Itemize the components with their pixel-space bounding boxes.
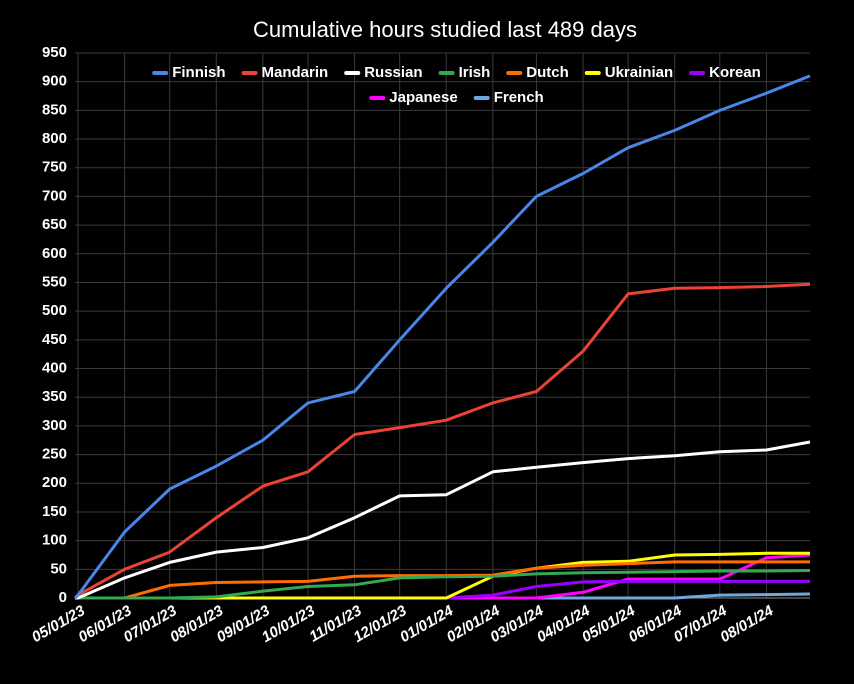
y-tick-label: 150 [42, 503, 67, 520]
legend-row: Japanese French [369, 89, 544, 106]
series-line [73, 74, 811, 600]
legend-row: Finnish Mandarin Russian Irish Dutch Ukrainia… [152, 64, 761, 81]
y-tick-label: 700 [42, 187, 67, 204]
y-tick-label: 100 [42, 532, 67, 549]
y-tick-label: 50 [50, 560, 67, 577]
y-tick-label: 650 [42, 216, 67, 233]
y-tick-label: 400 [42, 359, 67, 376]
y-tick-label: 550 [42, 273, 67, 290]
legend-label: Russian [364, 64, 422, 81]
series-line [73, 282, 811, 600]
y-tick-label: 750 [42, 159, 67, 176]
series-line [75, 569, 811, 600]
y-tick-label: 0 [59, 589, 67, 606]
y-tick-label: 350 [42, 388, 67, 405]
y-tick-label: 250 [42, 446, 67, 463]
series-line [75, 560, 810, 600]
y-tick-label: 200 [42, 474, 67, 491]
legend-label: Japanese [389, 89, 457, 106]
y-tick-label: 950 [42, 44, 67, 61]
y-tick-label: 850 [42, 101, 67, 118]
legend-label: French [494, 89, 544, 106]
legend-label: Mandarin [262, 64, 329, 81]
legend-label: Irish [459, 64, 491, 81]
chart-title: Cumulative hours studied last 489 days [253, 17, 637, 42]
y-tick-label: 300 [42, 417, 67, 434]
y-tick-label: 600 [42, 245, 67, 262]
legend-label: Dutch [526, 64, 569, 81]
y-tick-label: 450 [42, 331, 67, 348]
y-tick-label: 800 [42, 130, 67, 147]
series-line [75, 440, 811, 600]
legend-label: Ukrainian [605, 64, 673, 81]
legend-label: Korean [709, 64, 761, 81]
y-tick-label: 500 [42, 302, 67, 319]
y-tick-label: 900 [42, 73, 67, 90]
legend-label: Finnish [172, 64, 225, 81]
